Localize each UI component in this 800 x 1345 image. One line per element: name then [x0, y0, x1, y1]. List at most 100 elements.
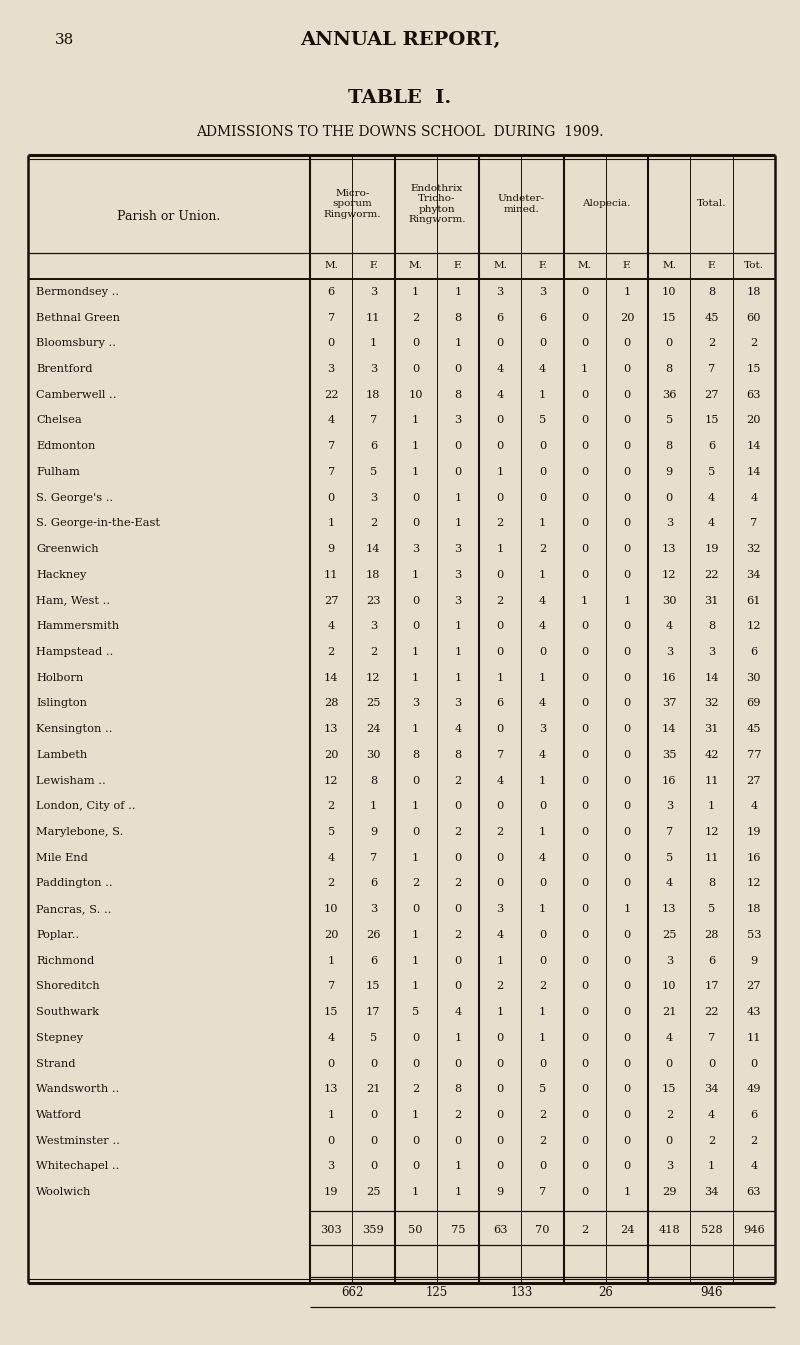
Text: 0: 0	[581, 1188, 588, 1197]
Text: 0: 0	[370, 1162, 377, 1171]
Text: 2: 2	[750, 1135, 758, 1146]
Text: 0: 0	[708, 1059, 715, 1068]
Text: 0: 0	[581, 416, 588, 425]
Text: 2: 2	[370, 647, 377, 656]
Text: 0: 0	[623, 878, 630, 889]
Text: 69: 69	[746, 698, 761, 709]
Text: 0: 0	[370, 1059, 377, 1068]
Text: 0: 0	[581, 570, 588, 580]
Text: 0: 0	[581, 929, 588, 940]
Text: 1: 1	[327, 518, 334, 529]
Text: 3: 3	[454, 545, 462, 554]
Text: 0: 0	[623, 467, 630, 477]
Text: Bermondsey ..: Bermondsey ..	[36, 286, 119, 297]
Text: 75: 75	[450, 1225, 466, 1235]
Text: 4: 4	[454, 724, 462, 734]
Text: Marylebone, S.: Marylebone, S.	[36, 827, 123, 837]
Text: 21: 21	[366, 1084, 381, 1095]
Text: 7: 7	[708, 1033, 715, 1042]
Text: Paddington ..: Paddington ..	[36, 878, 113, 889]
Text: 2: 2	[454, 929, 462, 940]
Text: 61: 61	[746, 596, 761, 605]
Text: 1: 1	[539, 672, 546, 683]
Text: 5: 5	[539, 1084, 546, 1095]
Text: 2: 2	[497, 518, 504, 529]
Text: 20: 20	[620, 312, 634, 323]
Text: 0: 0	[497, 878, 504, 889]
Text: 0: 0	[497, 441, 504, 451]
Text: 0: 0	[327, 492, 334, 503]
Text: 1: 1	[539, 570, 546, 580]
Text: 1: 1	[454, 672, 462, 683]
Text: Total.: Total.	[697, 199, 726, 208]
Text: 0: 0	[497, 1135, 504, 1146]
Text: 3: 3	[370, 621, 377, 631]
Text: 10: 10	[662, 286, 677, 297]
Text: 1: 1	[412, 647, 419, 656]
Text: 0: 0	[497, 416, 504, 425]
Text: 4: 4	[666, 878, 673, 889]
Text: 0: 0	[327, 339, 334, 348]
Text: 7: 7	[750, 518, 758, 529]
Text: 5: 5	[412, 1007, 419, 1017]
Text: 1: 1	[412, 441, 419, 451]
Text: 4: 4	[539, 853, 546, 862]
Text: 0: 0	[370, 1110, 377, 1120]
Text: 49: 49	[746, 1084, 761, 1095]
Text: 0: 0	[666, 339, 673, 348]
Text: 4: 4	[750, 802, 758, 811]
Text: Edmonton: Edmonton	[36, 441, 95, 451]
Text: F.: F.	[454, 261, 462, 270]
Text: 7: 7	[539, 1188, 546, 1197]
Text: 13: 13	[662, 904, 677, 915]
Text: 4: 4	[539, 621, 546, 631]
Text: F.: F.	[707, 261, 716, 270]
Text: 0: 0	[623, 441, 630, 451]
Text: 4: 4	[708, 1110, 715, 1120]
Text: 36: 36	[662, 390, 677, 399]
Text: 1: 1	[412, 982, 419, 991]
Text: 31: 31	[704, 724, 719, 734]
Text: 0: 0	[412, 1059, 419, 1068]
Text: 0: 0	[454, 1059, 462, 1068]
Text: 0: 0	[623, 724, 630, 734]
Text: 1: 1	[412, 802, 419, 811]
Text: 0: 0	[454, 1135, 462, 1146]
Text: 0: 0	[581, 1059, 588, 1068]
Text: Hackney: Hackney	[36, 570, 86, 580]
Text: Stepney: Stepney	[36, 1033, 83, 1042]
Text: 2: 2	[327, 878, 334, 889]
Text: 6: 6	[370, 878, 377, 889]
Text: M.: M.	[494, 261, 507, 270]
Text: 0: 0	[666, 492, 673, 503]
Text: 2: 2	[539, 545, 546, 554]
Text: 1: 1	[454, 1188, 462, 1197]
Text: 0: 0	[412, 596, 419, 605]
Text: 53: 53	[746, 929, 761, 940]
Text: 5: 5	[539, 416, 546, 425]
Text: 0: 0	[454, 802, 462, 811]
Text: 7: 7	[327, 312, 334, 323]
Text: 0: 0	[497, 339, 504, 348]
Text: 3: 3	[454, 596, 462, 605]
Text: 946: 946	[700, 1286, 723, 1298]
Text: Bethnal Green: Bethnal Green	[36, 312, 120, 323]
Text: 0: 0	[581, 492, 588, 503]
Text: 0: 0	[581, 545, 588, 554]
Text: Undeter-
mined.: Undeter- mined.	[498, 194, 545, 214]
Text: 0: 0	[623, 570, 630, 580]
Text: 0: 0	[623, 364, 630, 374]
Text: 0: 0	[623, 339, 630, 348]
Text: 5: 5	[370, 1033, 377, 1042]
Text: Bloomsbury ..: Bloomsbury ..	[36, 339, 116, 348]
Text: Endothrix
Tricho-
phyton
Ringworm.: Endothrix Tricho- phyton Ringworm.	[408, 184, 466, 225]
Text: 0: 0	[497, 802, 504, 811]
Text: Woolwich: Woolwich	[36, 1188, 91, 1197]
Text: 2: 2	[454, 1110, 462, 1120]
Text: 2: 2	[497, 596, 504, 605]
Text: 16: 16	[662, 776, 677, 785]
Text: 3: 3	[708, 647, 715, 656]
Text: 2: 2	[412, 878, 419, 889]
Text: 0: 0	[750, 1059, 758, 1068]
Text: 12: 12	[746, 621, 761, 631]
